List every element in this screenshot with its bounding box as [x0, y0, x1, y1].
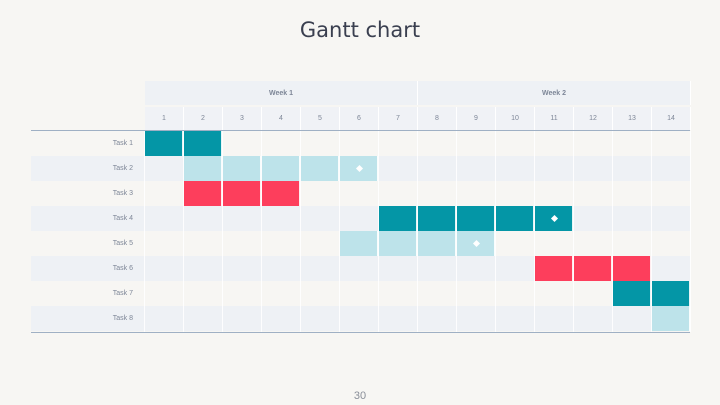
task-bar-cell[interactable]: [262, 156, 300, 181]
grid-line: [261, 131, 262, 332]
task-bar-cell[interactable]: [652, 306, 690, 331]
task-bar-cell[interactable]: [535, 256, 573, 281]
grid-line: [183, 131, 184, 332]
task-label: Task 2: [112, 165, 133, 172]
task-bar-cell[interactable]: [496, 206, 534, 231]
task-bar-cell[interactable]: [184, 181, 222, 206]
day-label: 13: [613, 107, 652, 130]
bottom-divider: [31, 332, 690, 333]
day-label: 5: [301, 107, 340, 130]
task-bar-cell[interactable]: [418, 231, 456, 256]
day-label: 11: [535, 107, 574, 130]
page-number: 30: [353, 390, 367, 402]
task-row: Task 7: [31, 281, 690, 306]
day-label: 1: [145, 107, 184, 130]
task-bar-cell[interactable]: [145, 131, 183, 156]
grid-line: [339, 131, 340, 332]
header-divider: [31, 130, 690, 131]
day-label: 2: [184, 107, 223, 130]
task-row: Task 3: [31, 181, 690, 206]
task-bar-cell[interactable]: [379, 231, 417, 256]
task-row: Task 8: [31, 306, 690, 331]
task-bar-cell[interactable]: [652, 281, 690, 306]
day-header-row: 1 2 3 4 5 6 7 8 9 10 11 12 13 14: [145, 107, 691, 130]
grid-line: [534, 131, 535, 332]
day-label: 3: [223, 107, 262, 130]
task-bar-cell[interactable]: [223, 156, 261, 181]
task-bar-cell[interactable]: [184, 156, 222, 181]
grid-line: [612, 131, 613, 332]
task-bar-cell[interactable]: [301, 156, 339, 181]
day-label: 4: [262, 107, 301, 130]
slide-title: Gantt chart: [299, 18, 421, 42]
task-label: Task 8: [112, 315, 133, 322]
grid-line: [378, 131, 379, 332]
task-label: Task 4: [112, 215, 133, 222]
task-bar-cell[interactable]: [613, 281, 651, 306]
task-row: Task 5: [31, 231, 690, 256]
task-bar-cell[interactable]: [184, 131, 222, 156]
grid-line: [222, 131, 223, 332]
grid-line: [690, 131, 691, 332]
day-label: 8: [418, 107, 457, 130]
day-label: 14: [652, 107, 691, 130]
week-label: Week 2: [542, 89, 566, 97]
task-label: Task 1: [112, 140, 133, 147]
week-header-2: Week 2: [418, 81, 691, 105]
day-label: 12: [574, 107, 613, 130]
task-bar-cell[interactable]: [574, 256, 612, 281]
grid-line: [651, 131, 652, 332]
day-label: 10: [496, 107, 535, 130]
task-label: Task 5: [112, 240, 133, 247]
grid-line: [144, 131, 145, 332]
task-bar-cell[interactable]: [223, 181, 261, 206]
day-label: 6: [340, 107, 379, 130]
task-label: Task 6: [112, 265, 133, 272]
task-bar-cell[interactable]: [340, 231, 378, 256]
task-bar-cell[interactable]: [262, 181, 300, 206]
grid-line: [573, 131, 574, 332]
week-header-1: Week 1: [145, 81, 418, 105]
task-row: Task 4: [31, 206, 690, 231]
week-label: Week 1: [269, 89, 293, 97]
task-label: Task 3: [112, 190, 133, 197]
grid-line: [456, 131, 457, 332]
grid-line: [495, 131, 496, 332]
grid-line: [300, 131, 301, 332]
task-bar-cell[interactable]: [418, 206, 456, 231]
day-label: 9: [457, 107, 496, 130]
task-bar-cell[interactable]: [379, 206, 417, 231]
day-label: 7: [379, 107, 418, 130]
task-bar-cell[interactable]: [457, 206, 495, 231]
grid-line: [417, 131, 418, 332]
task-bar-cell[interactable]: [613, 256, 651, 281]
task-row: Task 1: [31, 131, 690, 156]
task-label: Task 7: [112, 290, 133, 297]
